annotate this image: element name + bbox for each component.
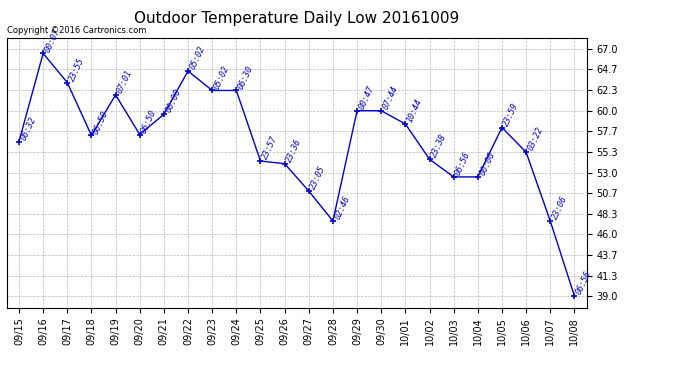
Text: Temperature (°F): Temperature (°F)	[526, 23, 633, 33]
Text: 00:00: 00:00	[164, 88, 183, 114]
Text: 06:56: 06:56	[454, 150, 473, 177]
Text: Copyright ©2016 Cartronics.com: Copyright ©2016 Cartronics.com	[7, 26, 146, 35]
Text: 00:47: 00:47	[357, 84, 376, 111]
Text: 00:07: 00:07	[43, 27, 62, 53]
Text: 02:46: 02:46	[333, 195, 352, 221]
Text: 06:50: 06:50	[139, 108, 159, 135]
Text: 23:36: 23:36	[284, 137, 304, 164]
Text: 06:56: 06:56	[574, 270, 593, 296]
Text: 05:02: 05:02	[213, 64, 231, 90]
Text: 23:38: 23:38	[429, 133, 448, 159]
Text: 23:05: 23:05	[308, 165, 328, 191]
Text: 03:22: 03:22	[526, 126, 545, 152]
Text: 23:06: 23:06	[551, 195, 569, 221]
Text: 07:01: 07:01	[115, 68, 135, 95]
Text: 06:50: 06:50	[91, 109, 110, 135]
Text: 06:32: 06:32	[19, 115, 38, 142]
Text: 06:30: 06:30	[236, 64, 255, 90]
Text: Outdoor Temperature Daily Low 20161009: Outdoor Temperature Daily Low 20161009	[134, 11, 460, 26]
Text: 07:44: 07:44	[381, 84, 400, 111]
Text: 23:55: 23:55	[68, 56, 86, 82]
Text: 05:02: 05:02	[188, 45, 207, 71]
Text: 23:59: 23:59	[502, 101, 521, 128]
Text: 23:57: 23:57	[261, 135, 279, 161]
Text: 10:44: 10:44	[406, 98, 424, 124]
Text: 00:00: 00:00	[477, 150, 497, 177]
